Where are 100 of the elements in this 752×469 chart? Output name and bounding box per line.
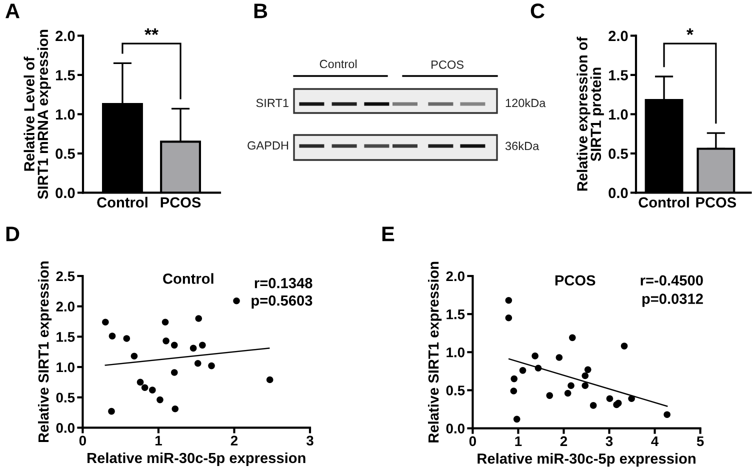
point bbox=[170, 369, 178, 376]
y-tick-label: 2.0 bbox=[446, 271, 464, 282]
x-tick-label: 1 bbox=[515, 436, 522, 446]
point bbox=[208, 362, 215, 370]
x-tick-label: 2 bbox=[560, 436, 568, 446]
point bbox=[102, 318, 109, 326]
point bbox=[513, 416, 520, 423]
y-axis-title: Relative Level of SIRT1 mRNA expression bbox=[24, 30, 51, 200]
point bbox=[130, 352, 138, 360]
x-tick-label: PCOS bbox=[160, 197, 201, 208]
point bbox=[568, 334, 576, 342]
text: B bbox=[254, 4, 268, 18]
point bbox=[190, 344, 197, 352]
y-tick-label: 0.5 bbox=[446, 386, 465, 396]
point bbox=[556, 354, 563, 361]
point bbox=[199, 342, 206, 349]
text: PCOS bbox=[432, 60, 464, 69]
x-tick-label: 0 bbox=[79, 436, 86, 446]
annotation: PCOS bbox=[555, 275, 596, 286]
annotation: Control bbox=[163, 273, 214, 284]
y-tick-label: 1.0 bbox=[446, 347, 464, 358]
point bbox=[582, 382, 589, 390]
x-tick-label: Control bbox=[638, 196, 689, 208]
y-tick-label: 1.5 bbox=[56, 332, 75, 342]
y-tick-label: 0.0 bbox=[56, 188, 75, 198]
text: Control bbox=[320, 60, 357, 68]
point bbox=[584, 366, 592, 374]
y-tick-label: 1.0 bbox=[56, 109, 75, 120]
x-tick-label: PCOS bbox=[696, 197, 736, 208]
y-tick-label: 0.0 bbox=[446, 424, 464, 434]
y-tick-label: 2.0 bbox=[56, 302, 74, 312]
annotation: p=0.0312 bbox=[642, 294, 703, 307]
point bbox=[510, 388, 518, 394]
point bbox=[123, 335, 130, 342]
y-axis-title: Relative SIRT1 expression bbox=[428, 262, 442, 442]
point bbox=[108, 332, 116, 340]
chart-title: C bbox=[530, 4, 544, 18]
point bbox=[510, 375, 518, 382]
y-tick-label: 1.5 bbox=[446, 310, 465, 320]
annotation: p=0.5603 bbox=[252, 295, 312, 309]
point bbox=[590, 402, 597, 409]
x-tick-label: 3 bbox=[606, 436, 613, 446]
point bbox=[532, 352, 538, 360]
x-tick-label: 3 bbox=[306, 436, 314, 446]
point bbox=[136, 378, 144, 386]
x-tick-label: 5 bbox=[696, 436, 704, 446]
text: 36kDa bbox=[505, 142, 540, 150]
chart-title: A bbox=[6, 4, 20, 18]
point bbox=[194, 360, 202, 367]
y-tick-label: 0.0 bbox=[56, 423, 74, 433]
point bbox=[519, 367, 526, 374]
point bbox=[141, 384, 148, 392]
y-tick-label: 1.5 bbox=[609, 70, 628, 80]
point bbox=[620, 342, 628, 350]
y-tick-label: 0.5 bbox=[608, 148, 628, 159]
point bbox=[582, 372, 589, 380]
x-tick-label: Control bbox=[97, 196, 148, 208]
point bbox=[156, 396, 164, 404]
x-tick-label: 4 bbox=[651, 436, 659, 446]
chart-title: D bbox=[6, 226, 20, 242]
point bbox=[606, 395, 614, 402]
point bbox=[568, 382, 574, 390]
text: ** bbox=[144, 28, 159, 36]
point bbox=[546, 392, 554, 399]
point bbox=[162, 338, 170, 344]
x-axis-title: Relative miR-30c-5p expression bbox=[88, 452, 306, 466]
point bbox=[564, 390, 572, 397]
x-tick-label: 2 bbox=[230, 436, 238, 446]
point bbox=[664, 411, 670, 418]
point bbox=[172, 405, 179, 412]
x-tick-label: 0 bbox=[469, 436, 476, 446]
point bbox=[108, 408, 115, 415]
y-tick-label: 0.5 bbox=[56, 392, 75, 403]
annotation: r=0.1348 bbox=[254, 278, 312, 288]
x-tick-label: 1 bbox=[155, 436, 162, 446]
point bbox=[162, 318, 169, 326]
y-axis-title: Relative SIRT1 expression bbox=[38, 262, 52, 442]
point bbox=[505, 314, 512, 322]
text: SIRT1 bbox=[256, 98, 288, 108]
y-tick-label: 2.5 bbox=[56, 271, 75, 282]
y-tick-label: 0.0 bbox=[608, 188, 628, 198]
y-tick-label: 1.0 bbox=[56, 362, 74, 372]
point bbox=[233, 297, 240, 304]
y-tick-label: 0.5 bbox=[56, 148, 75, 159]
y-tick-label: 1.5 bbox=[56, 70, 75, 80]
text: 120kDa bbox=[506, 98, 546, 108]
point bbox=[266, 376, 274, 384]
point bbox=[195, 315, 202, 322]
point bbox=[505, 296, 512, 304]
x-axis-title: Relative miR-30c-5p expression bbox=[478, 453, 696, 467]
y-tick-label: 1.0 bbox=[609, 109, 628, 120]
y-tick-label: 2.0 bbox=[56, 30, 75, 42]
point bbox=[628, 395, 635, 402]
y-axis-title: Relative expression of SIRT1 protein bbox=[576, 36, 604, 191]
text: * bbox=[686, 28, 694, 36]
annotation: r=-0.4500 bbox=[640, 275, 703, 286]
y-tick-label: 2.0 bbox=[608, 30, 628, 42]
point bbox=[534, 364, 542, 372]
point bbox=[149, 386, 156, 394]
text: GAPDH bbox=[248, 141, 288, 150]
